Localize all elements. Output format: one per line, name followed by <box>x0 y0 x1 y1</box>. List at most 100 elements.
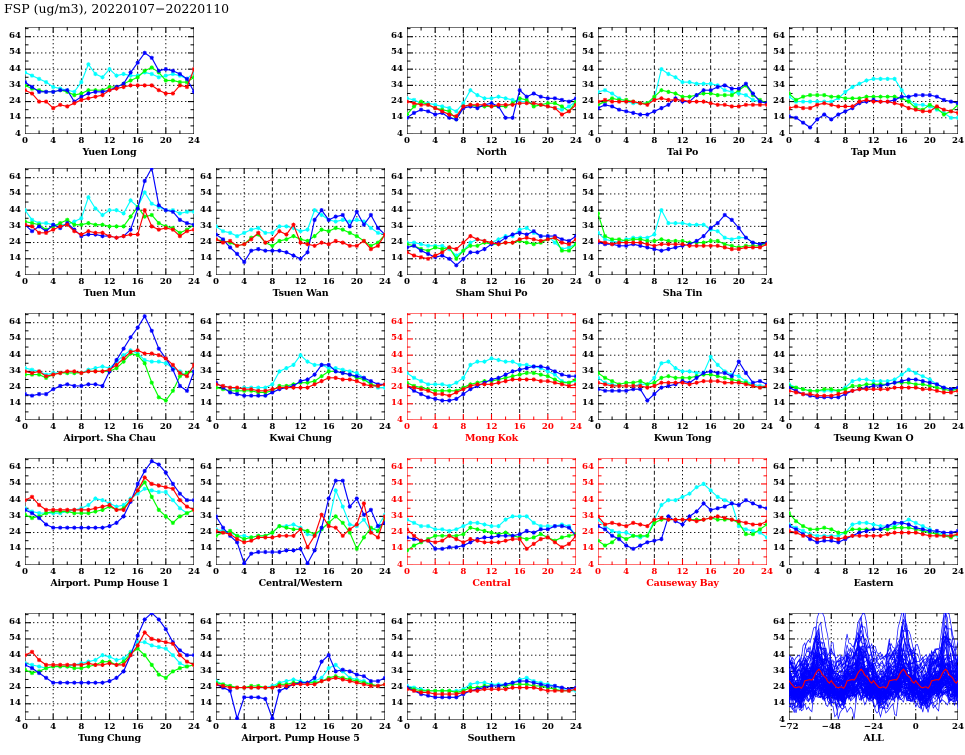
x-tick-label: 12 <box>103 567 116 577</box>
y-tick-label: 14 <box>582 253 594 264</box>
x-tick-label: 16 <box>513 277 526 287</box>
x-tick-label: 24 <box>761 277 773 287</box>
plot-area <box>407 313 576 420</box>
panel-airport-pump-house-1: 4 14 24 34 44 54 64 0 4 8 12 16 20 24 Airport. Pump Ho… <box>9 458 200 591</box>
x-tick-label: 20 <box>732 422 745 432</box>
y-tick-label: 34 <box>391 665 403 676</box>
y-tick-label: 24 <box>9 682 21 693</box>
y-tick-label: 4 <box>779 128 785 139</box>
y-tick-label: 64 <box>391 172 403 183</box>
y-tick-label: 14 <box>200 543 212 554</box>
page-title: FSP (ug/m3), 20220107−20220110 <box>4 1 230 16</box>
y-tick-label: 34 <box>582 365 594 376</box>
x-tick-label: 12 <box>103 722 116 732</box>
y-tick-label: 4 <box>588 559 594 570</box>
y-tick-label: 4 <box>397 269 403 280</box>
y-tick-label: 24 <box>773 682 785 693</box>
x-tick-label: 20 <box>923 136 936 146</box>
panel-airport-sha-chau: 4 14 24 34 44 54 64 0 4 8 12 16 20 24 Airport. Sha Cha… <box>9 313 200 446</box>
y-tick-label: 14 <box>773 698 785 709</box>
panel-eastern: 4 14 24 34 44 54 64 0 4 8 12 16 20 24 Eastern <box>773 458 964 591</box>
y-tick-label: 34 <box>9 220 21 231</box>
y-tick-label: 64 <box>200 317 212 328</box>
x-tick-label: 8 <box>651 136 658 146</box>
x-tick-label: 24 <box>570 136 582 146</box>
x-tick-label: 20 <box>732 136 745 146</box>
x-tick-label: 0 <box>595 136 601 146</box>
x-tick-label: 4 <box>623 567 630 577</box>
panel-title: Airport. Sha Chau <box>63 433 156 444</box>
x-tick-label: 4 <box>241 722 248 732</box>
x-tick-label: 8 <box>78 277 85 287</box>
x-tick-label: 0 <box>22 277 28 287</box>
x-tick-label: 20 <box>923 422 936 432</box>
y-tick-label: 34 <box>773 79 785 90</box>
panel-central: 4 14 24 34 44 54 64 0 4 8 12 16 20 24 Central <box>391 458 582 591</box>
y-tick-label: 44 <box>582 204 594 215</box>
panel-title: Airport. Pump House 1 <box>50 578 169 589</box>
x-tick-label: 24 <box>952 567 964 577</box>
y-tick-label: 34 <box>582 79 594 90</box>
x-tick-label: 4 <box>50 277 57 287</box>
x-tick-label: 24 <box>188 422 200 432</box>
x-tick-label: 16 <box>704 422 717 432</box>
x-tick-label: 8 <box>842 136 849 146</box>
x-tick-label: 16 <box>322 567 335 577</box>
x-tick-label: 24 <box>570 277 582 287</box>
y-tick-label: 14 <box>200 398 212 409</box>
x-tick-label: 12 <box>676 136 689 146</box>
x-tick-label: 12 <box>485 567 498 577</box>
y-tick-label: 24 <box>773 527 785 538</box>
y-tick-label: 64 <box>9 172 21 183</box>
plot-area <box>216 613 385 720</box>
y-tick-label: 64 <box>773 617 785 628</box>
x-tick-label: 24 <box>188 277 200 287</box>
y-tick-label: 64 <box>391 317 403 328</box>
x-tick-label: 12 <box>676 277 689 287</box>
x-tick-label: −48 <box>821 722 841 732</box>
plot-area <box>407 27 576 134</box>
x-tick-label: 8 <box>269 277 276 287</box>
x-tick-label: 20 <box>159 277 172 287</box>
y-tick-label: 14 <box>9 112 21 123</box>
x-tick-label: 20 <box>350 567 363 577</box>
x-tick-label: 24 <box>761 422 773 432</box>
y-tick-label: 54 <box>200 333 212 344</box>
y-tick-label: 24 <box>582 382 594 393</box>
panel-mong-kok: 4 14 24 34 44 54 64 0 4 8 12 16 20 24 Mong Kok <box>391 313 582 446</box>
x-tick-label: 24 <box>952 422 964 432</box>
x-tick-label: 0 <box>912 722 919 732</box>
x-tick-label: 12 <box>294 277 307 287</box>
y-tick-label: 44 <box>200 349 212 360</box>
x-tick-label: 24 <box>570 422 582 432</box>
y-tick-label: 64 <box>391 462 403 473</box>
y-tick-label: 64 <box>9 617 21 628</box>
panel-title: Tap Mun <box>850 147 897 158</box>
y-tick-label: 54 <box>773 47 785 58</box>
y-tick-label: 24 <box>9 382 21 393</box>
y-tick-label: 14 <box>582 112 594 123</box>
plot-area <box>598 27 767 134</box>
y-tick-label: 24 <box>200 527 212 538</box>
panel-causeway-bay: 4 14 24 34 44 54 64 0 4 8 12 16 20 24 Causeway Bay <box>582 458 773 591</box>
panel-north: 4 14 24 34 44 54 64 0 4 8 12 16 20 24 North <box>391 27 582 160</box>
panel-title: Airport. Pump House 5 <box>241 733 360 744</box>
plot-area <box>216 168 385 275</box>
x-tick-label: 0 <box>22 567 28 577</box>
x-tick-label: 24 <box>188 567 200 577</box>
panel-airport-pump-house-5: 4 14 24 34 44 54 64 0 4 8 12 16 20 24 Airport. Pump Ho… <box>200 613 391 746</box>
x-tick-label: 12 <box>676 422 689 432</box>
x-tick-label: 16 <box>322 277 335 287</box>
y-tick-label: 4 <box>588 128 594 139</box>
x-tick-label: 0 <box>213 722 219 732</box>
x-tick-label: 4 <box>50 722 57 732</box>
plot-area <box>598 313 767 420</box>
x-tick-label: 24 <box>570 722 582 732</box>
x-tick-label: 8 <box>460 422 467 432</box>
x-tick-label: 0 <box>22 136 28 146</box>
x-tick-label: 8 <box>651 567 658 577</box>
x-tick-label: 20 <box>159 722 172 732</box>
x-tick-label: 24 <box>761 567 773 577</box>
x-tick-label: 16 <box>322 422 335 432</box>
x-tick-label: 0 <box>786 136 792 146</box>
